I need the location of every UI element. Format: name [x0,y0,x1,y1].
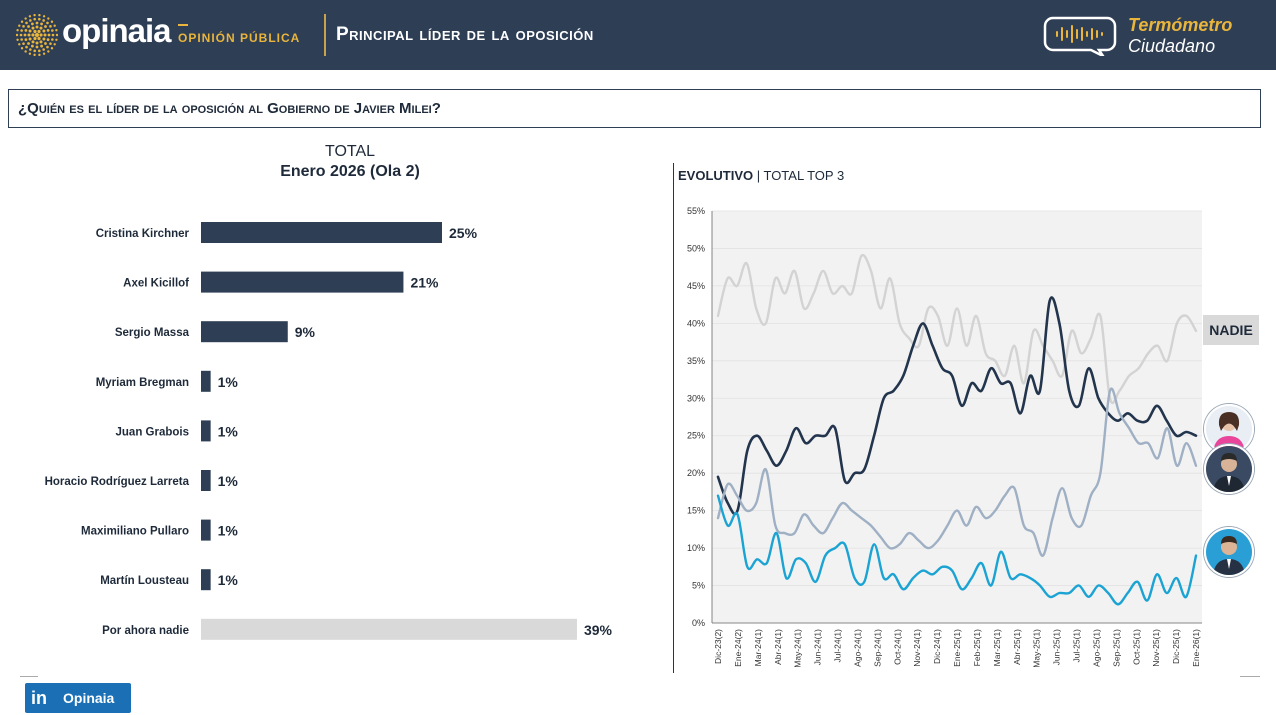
y-tick-label: 0% [692,618,705,628]
y-tick-label: 35% [687,356,705,366]
termometro-title: Termómetro [1128,15,1233,35]
bar-value-label: 1% [218,374,239,390]
x-tick-label: Ago-25(1) [1091,629,1101,667]
y-tick-label: 50% [687,243,705,253]
y-tick-label: 10% [687,543,705,553]
x-tick-label: Dic-24(1) [932,629,942,664]
x-tick-label: Ago-24(1) [852,629,862,667]
x-tick-label: Abr-25(1) [1012,629,1022,665]
nadie-tag: NADIE [1203,315,1259,345]
brand-name: opinaia [62,12,172,49]
left-chart-title: TOTAL [324,143,376,160]
y-tick-label: 55% [687,206,705,216]
bar [201,519,211,541]
bar-value-label: 1% [218,473,239,489]
x-tick-label: Jul-25(1) [1072,629,1082,663]
series-line-nadie [716,253,1198,405]
plot-area [712,211,1202,623]
bar [201,370,211,392]
y-tick-label: 15% [687,506,705,516]
x-tick-label: Mar-25(1) [992,629,1002,666]
x-tick-label: May-24(1) [793,629,803,668]
footer-line-left [20,676,38,677]
x-tick-label: Jul-24(1) [833,629,843,663]
brand-dash [178,24,188,26]
bar-category-label: Axel Kicillof [123,278,189,290]
line-chart-title-bold: EVOLUTIVO [678,168,754,183]
bar [201,618,577,640]
bar [201,470,211,491]
left-chart-subtitle: Enero 2026 (Ola 2) [280,163,420,180]
bar-value-label: 25% [449,225,478,241]
x-tick-label: Jun-25(1) [1052,629,1062,666]
question-box: ¿Quién es el líder de la oposición al Go… [8,89,1261,128]
speech-bubble-icon [1043,16,1117,56]
x-tick-label: Nov-24(1) [912,629,922,667]
bar-category-label: Martín Lousteau [100,575,189,587]
avatar-axel-kicillof [1204,444,1254,494]
bar-chart: Cristina Kirchner 25% Axel Kicillof 21% Serg… [45,222,613,640]
bar [201,569,211,591]
brand-subtitle: OPINIÓN PÚBLICA [178,31,301,45]
avatar-sergio-massa [1204,527,1254,577]
bar-value-label: 1% [218,523,239,539]
x-tick-label: Feb-25(1) [972,629,982,666]
line-chart-title-rest: | TOTAL TOP 3 [753,168,845,183]
bar [201,420,211,442]
bar-category-label: Maximiliano Pullaro [81,526,189,538]
page-title: Principal líder de la oposición [336,24,594,45]
bar-value-label: 1% [218,572,239,588]
x-tick-label: Ene-24(2) [733,629,743,667]
x-tick-label: Nov-25(1) [1151,629,1161,667]
y-tick-label: 30% [687,393,705,403]
question-text: ¿Quién es el líder de la oposición al Go… [18,100,441,117]
series-line-cristina-kirchner [716,296,1198,516]
linkedin-button[interactable]: in Opinaia [25,683,131,713]
sun-logo-icon [16,14,58,56]
bar-category-label: Cristina Kirchner [96,228,190,240]
x-tick-label: Oct-25(1) [1131,629,1141,665]
bar [201,321,288,343]
linkedin-icon: in [31,688,47,708]
x-tick-label: Sep-25(1) [1111,629,1121,667]
x-tick-label: Dic-23(2) [713,629,723,664]
footer-line-right [1240,676,1260,677]
header: opinaia OPINIÓN PÚBLICA Principal líder … [0,0,1276,70]
header-divider [324,14,326,56]
bar-value-label: 9% [295,324,316,340]
x-tick-label: Oct-24(1) [892,629,902,665]
x-tick-label: Ene-26(1) [1191,629,1201,667]
x-tick-label: Abr-24(1) [773,629,783,665]
termometro-subtitle: Ciudadano [1128,36,1216,56]
bar-category-label: Horacio Rodríguez Larreta [45,476,190,488]
series-line-axel-kicillof [716,387,1198,557]
y-tick-label: 45% [687,281,705,291]
bar-category-label: Sergio Massa [115,327,190,339]
line-chart: 0% 5% 10% 15% 20% 25% 30% 35% 40% 45% 50% 55% Dic-23… [687,206,1202,668]
line-chart-title: EVOLUTIVO | TOTAL TOP 3 [678,168,844,183]
x-tick-label: Jun-24(1) [813,629,823,666]
x-tick-label: May-25(1) [1032,629,1042,668]
bar-category-label: Juan Grabois [116,426,190,438]
bar-value-label: 1% [218,423,239,439]
bar-value-label: 39% [584,622,613,638]
series-line-sergio-massa [716,494,1198,606]
x-tick-label: Ene-25(1) [952,629,962,667]
bar-category-label: Por ahora nadie [102,625,189,637]
bar [201,222,442,243]
linkedin-label: Opinaia [63,690,115,706]
bar [201,271,404,293]
x-tick-label: Sep-24(1) [872,629,882,667]
x-tick-label: Dic-25(1) [1171,629,1181,664]
y-tick-label: 20% [687,468,705,478]
y-tick-label: 25% [687,431,705,441]
chart-divider [673,163,674,673]
y-tick-label: 5% [692,581,705,591]
bar-category-label: Myriam Bregman [96,377,189,389]
y-tick-label: 40% [687,318,705,328]
bar-value-label: 21% [410,275,439,291]
x-tick-label: Mar-24(1) [753,629,763,666]
